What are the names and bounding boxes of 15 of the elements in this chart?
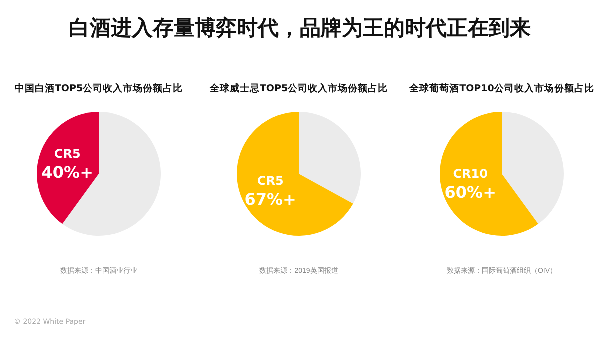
data-label: 60%+ (444, 183, 496, 202)
chart-title: 全球威士忌TOP5公司收入市场份额占比 (208, 82, 388, 94)
pie-slice (37, 112, 99, 224)
data-label: 40%+ (42, 162, 94, 182)
pie-slice (502, 112, 564, 224)
text: 白酒进入存量博弈时代，品牌为王的时代正在到来 (68, 15, 532, 42)
pie-slice (237, 112, 354, 236)
pie-slice (299, 112, 361, 204)
chart-title: 全球葡萄酒TOP10公司收入市场份额占比 (408, 82, 594, 94)
slice-label: CR5 (257, 174, 284, 188)
chart-title: 中国白酒TOP5公司收入市场份额占比 (14, 82, 184, 94)
slice-label: CR5 (54, 146, 81, 161)
slice-label: CR10 (453, 167, 488, 182)
pie-slice (440, 112, 538, 236)
data-label: 67%+ (244, 190, 296, 209)
